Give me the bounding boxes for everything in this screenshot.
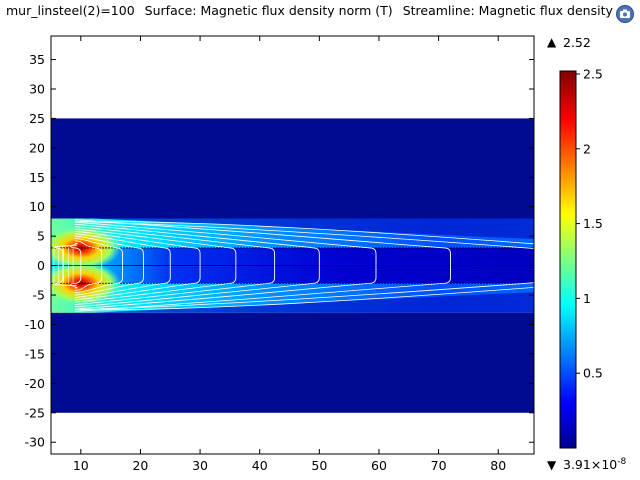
y-tick-label: -20 (25, 376, 45, 391)
colorbar-tick-label: 2 (583, 141, 591, 156)
colorbar-min-label: 3.91×10-8 (563, 457, 626, 472)
colorbar-tick-label: 2.5 (583, 66, 603, 81)
y-tick-label: 5 (37, 229, 45, 244)
y-tick-label: -30 (25, 435, 45, 450)
x-tick-label: 40 (252, 458, 268, 473)
x-tick-label: 50 (311, 458, 327, 473)
field-layer (41, 118, 534, 412)
colorbar-tick-label: 1 (583, 291, 591, 306)
colorbar-tick-label: 0.5 (583, 366, 603, 381)
region-upper-yoke (51, 118, 534, 218)
x-tick-label: 20 (132, 458, 148, 473)
y-tick-label: 0 (37, 258, 45, 273)
y-tick-label: -15 (25, 346, 45, 361)
colorbar-gradient (560, 71, 576, 448)
colorbar-max-marker: ▲ (547, 35, 557, 49)
y-tick-label: -10 (25, 317, 45, 332)
colorbar-max-label: 2.52 (563, 35, 591, 50)
x-tick-label: 70 (431, 458, 447, 473)
x-tick-label: 10 (73, 458, 89, 473)
colorbar-tick-label: 1.5 (583, 216, 603, 231)
region-lower-yoke (51, 313, 534, 413)
x-tick-label: 80 (490, 458, 506, 473)
colorbar-ticks: 2.5 2 1.5 1 0.5 (576, 66, 603, 380)
y-tick-label: -5 (33, 288, 45, 303)
y-tick-label: 25 (29, 111, 45, 126)
y-tick-label: 20 (29, 140, 45, 155)
colorbar-min-exponent: -8 (617, 457, 626, 467)
y-tick-label: 35 (29, 52, 45, 67)
colorbar: ▲ 2.52 2.521.510.5 ▼ 3.91×10-8 (547, 35, 626, 472)
y-tick-label: 30 (29, 81, 45, 96)
y-tick-label: 10 (29, 199, 45, 214)
colorbar-min-mantissa: 3.91 (563, 457, 591, 472)
y-tick-label: 15 (29, 170, 45, 185)
x-tick-label: 30 (192, 458, 208, 473)
y-tick-label: -25 (25, 405, 45, 420)
colorbar-min-marker: ▼ (547, 458, 557, 472)
x-tick-label: 60 (371, 458, 387, 473)
